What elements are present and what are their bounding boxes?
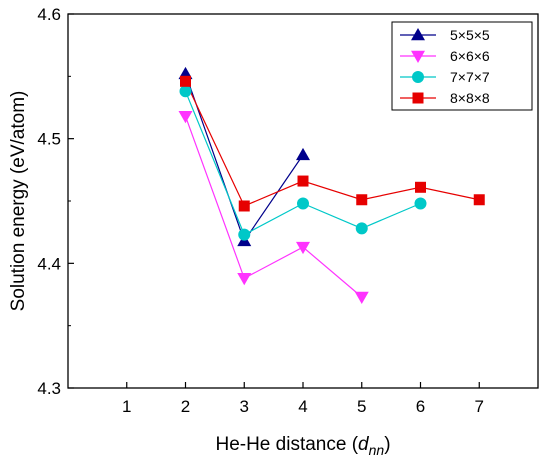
data-point-series-2 [296,241,310,255]
data-point-series-4 [356,194,368,206]
series-line-1 [184,73,304,243]
legend-marker [411,28,425,41]
legend: 5×5×5 6×6×6 7×7×7 8×8×8 [391,21,533,111]
data-point-series-2 [178,110,193,124]
x-tick-label: 7 [475,397,484,416]
legend-label: 8×8×8 [450,90,490,106]
x-tick-label: 2 [181,397,190,416]
data-point-series-4 [180,75,191,87]
y-tick-label: 4.4 [37,254,61,273]
data-point-series-4 [473,194,485,206]
y-tick-label: 4.5 [37,130,61,149]
legend-label: 6×6×6 [450,48,490,64]
data-point-series-4 [415,181,426,193]
x-tick-label: 3 [240,397,249,416]
y-tick-label: 4.6 [37,5,61,24]
x-tick-label: 4 [298,397,307,416]
legend-label: 5×5×5 [450,27,490,43]
axes: 1 2 3 4 5 6 7 4.3 4.4 4.5 4.6 [37,5,539,416]
legend-marker [411,50,425,63]
x-tick-label: 1 [122,397,131,416]
x-axis-title: He-He distance (dnn) [215,434,390,458]
data-point-series-1 [296,147,310,161]
y-axis-title: Solution energy (eV/atom) [8,91,29,312]
series-line-2 [184,116,363,298]
data-point-series-4 [297,175,309,187]
series-line-4 [184,81,480,207]
data-point-series-4 [238,200,250,212]
y-tick-label: 4.3 [37,379,61,398]
legend-marker [412,92,424,104]
x-tick-label: 6 [416,397,425,416]
legend-label: 7×7×7 [450,69,490,85]
data-point-series-3 [414,197,427,210]
legend-marker [412,71,424,83]
data-point-series-3 [355,222,368,235]
data-point-series-3 [297,197,309,210]
plot-area [178,66,485,304]
data-point-series-3 [179,85,192,98]
data-point-series-2 [354,291,369,304]
data-point-series-3 [238,228,251,241]
data-point-series-2 [237,273,252,286]
x-tick-label: 5 [357,397,366,416]
